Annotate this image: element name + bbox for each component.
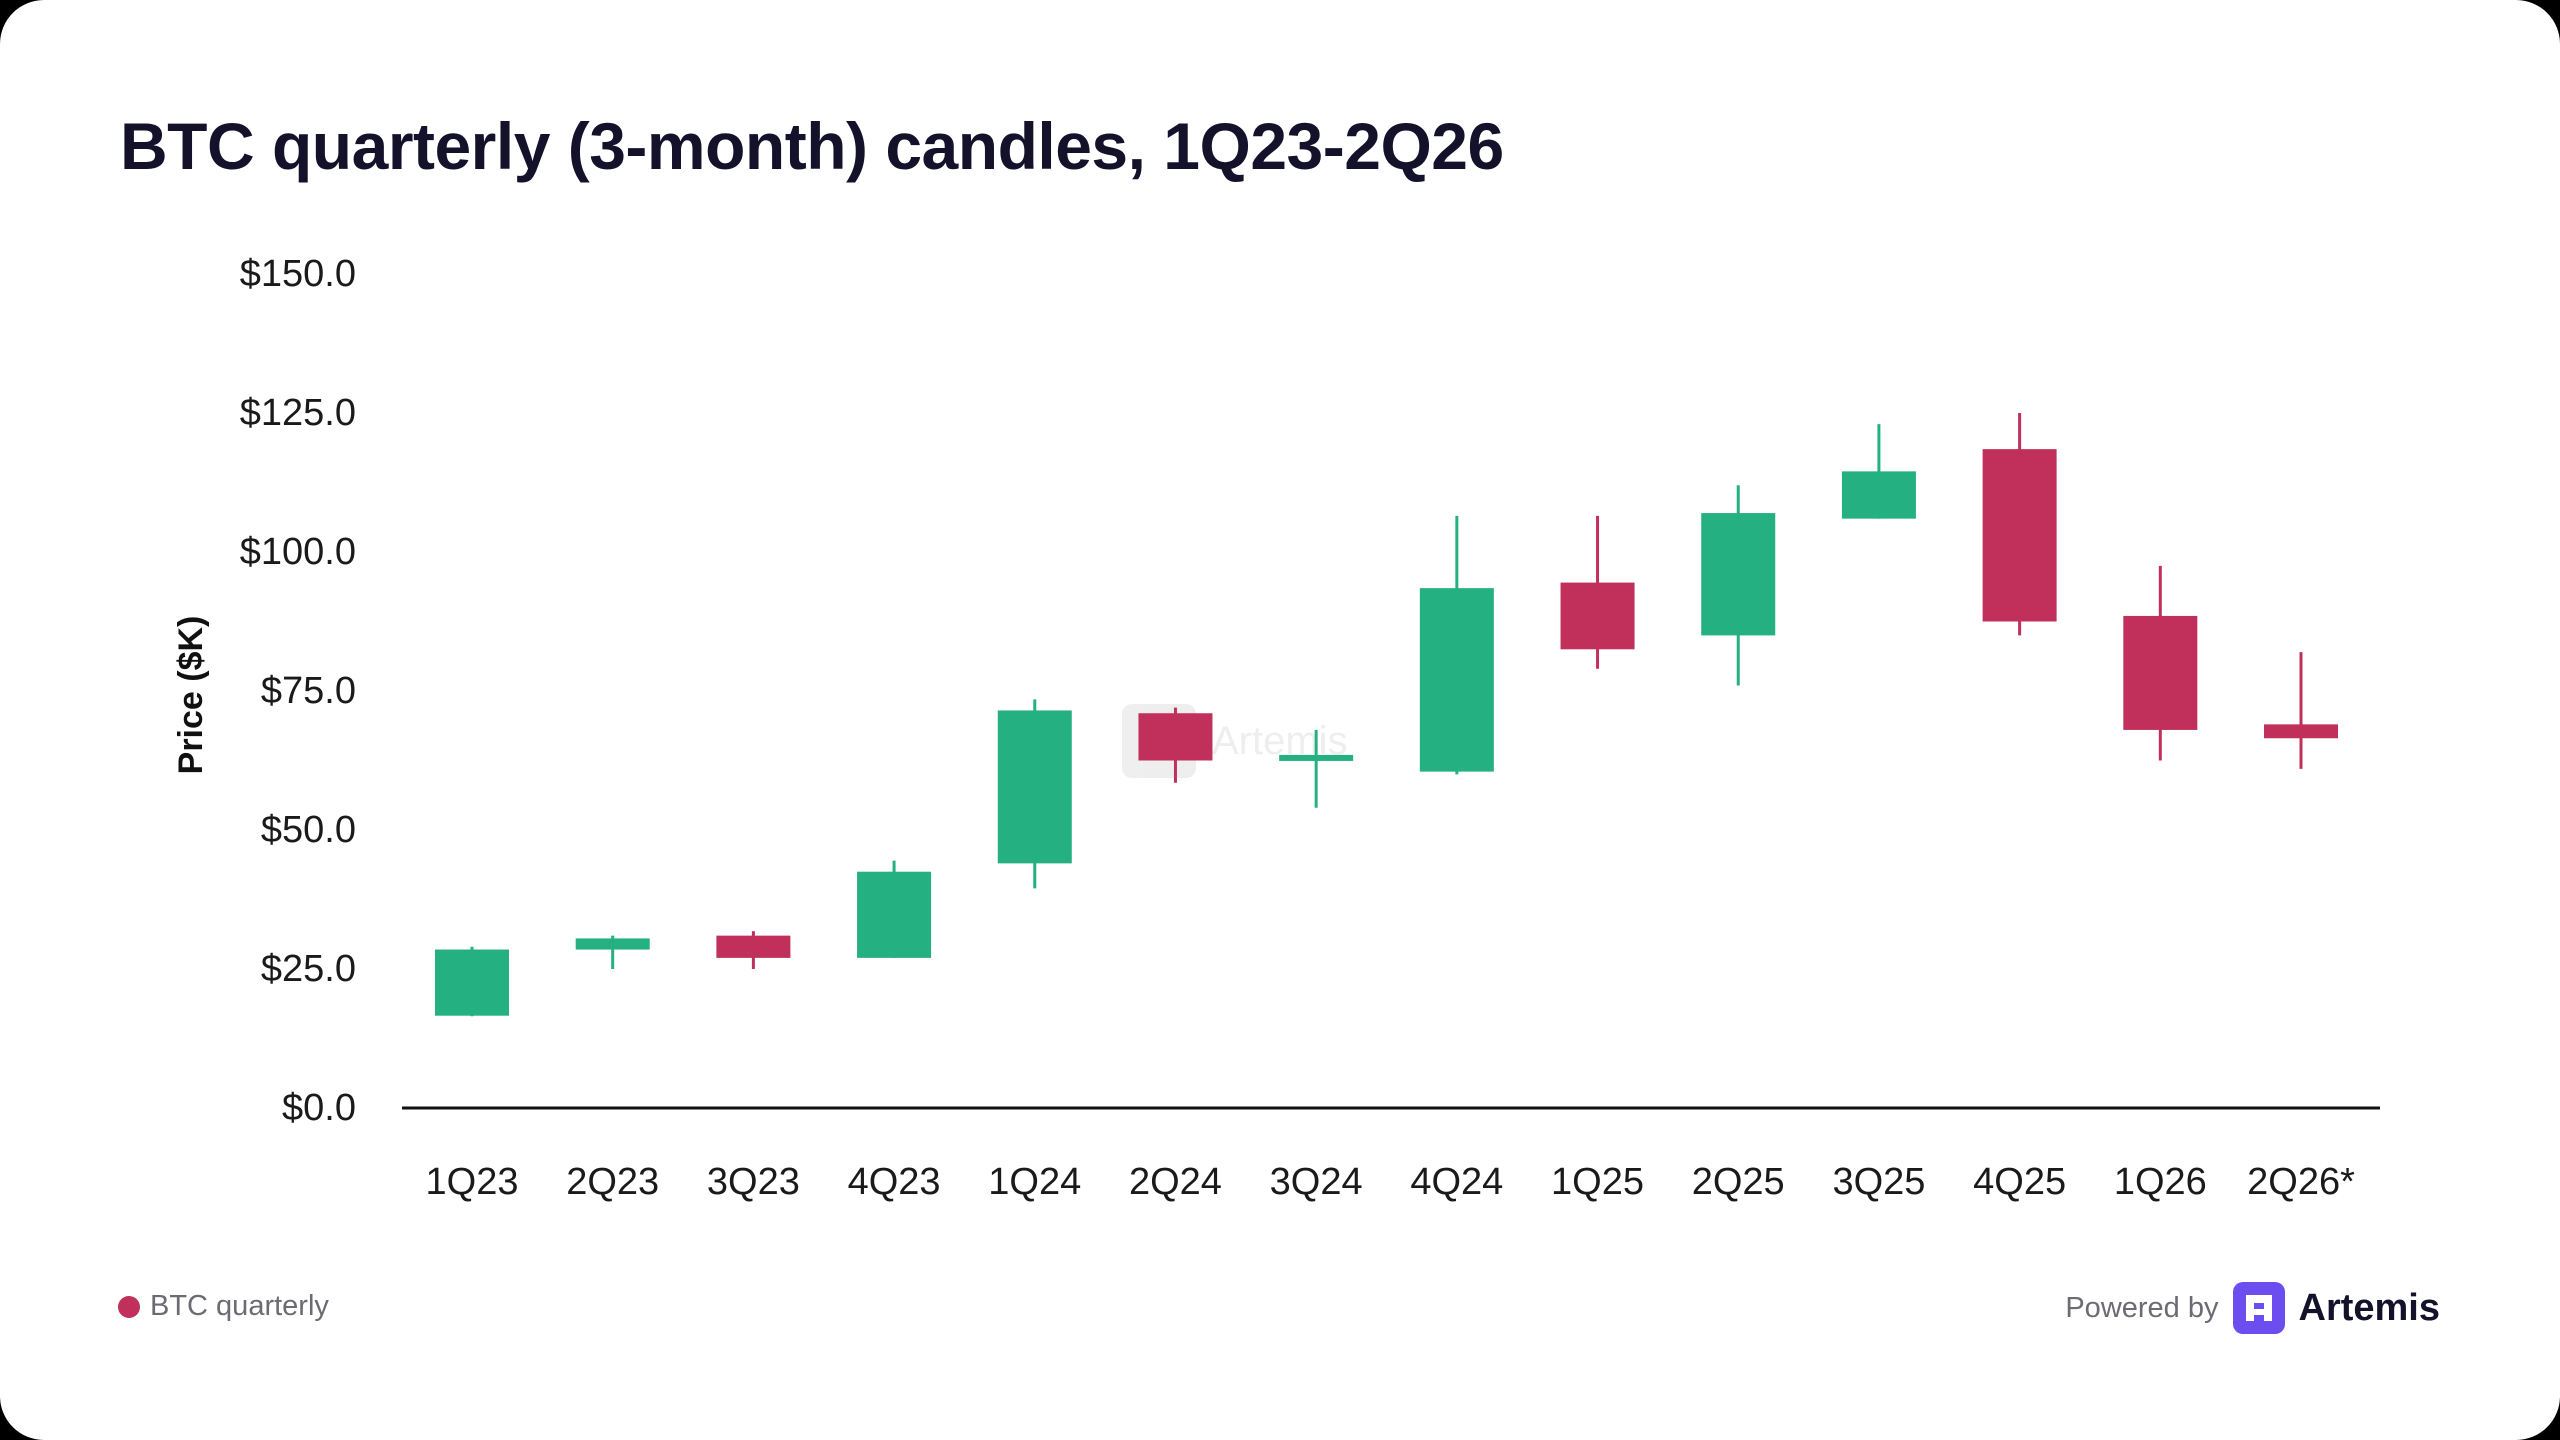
y-tick-label: $75.0: [261, 670, 356, 712]
y-tick-label: $100.0: [240, 531, 356, 573]
x-tick-label: 2Q25: [1692, 1161, 1785, 1203]
powered-by-text: Powered by: [2065, 1291, 2219, 1324]
artemis-logo-icon: [2232, 1282, 2285, 1334]
candle-body: [1982, 449, 2057, 622]
x-tick-label: 1Q26: [2114, 1161, 2207, 1203]
legend[interactable]: BTC quarterly: [118, 1290, 329, 1323]
candle-body: [716, 935, 791, 958]
y-axis-label: Price ($K): [172, 616, 210, 775]
y-tick-label: $125.0: [240, 392, 356, 434]
candle-body: [1560, 582, 1635, 650]
y-tick-label: $25.0: [261, 948, 356, 990]
x-tick-label: 3Q25: [1832, 1161, 1925, 1203]
candle-body: [857, 871, 932, 958]
legend-label: BTC quarterly: [150, 1290, 329, 1322]
x-tick-label: 3Q23: [707, 1161, 800, 1203]
x-tick-label: 2Q24: [1129, 1161, 1222, 1203]
y-tick-label: $150.0: [240, 253, 356, 295]
x-tick-label: 1Q25: [1551, 1161, 1644, 1203]
legend-marker: [118, 1295, 140, 1318]
x-tick-label: 4Q24: [1410, 1161, 1503, 1203]
candle-body: [1841, 471, 1916, 519]
y-tick-label: $50.0: [261, 809, 356, 851]
candle-body: [997, 710, 1072, 864]
candle-body: [1419, 588, 1494, 772]
x-tick-label: 3Q24: [1270, 1161, 1363, 1203]
y-tick-label: $0.0: [282, 1087, 356, 1129]
candle-body: [2123, 615, 2198, 730]
x-tick-label: 1Q24: [988, 1161, 1081, 1203]
candle-body: [435, 949, 509, 1016]
x-tick-label: 1Q23: [426, 1161, 519, 1203]
x-tick-label: 4Q23: [848, 1161, 941, 1203]
chart-title: BTC quarterly (3-month) candles, 1Q23-2Q…: [120, 109, 1504, 183]
x-tick-label: 4Q25: [1973, 1161, 2066, 1203]
x-tick-label: 2Q26*: [2247, 1161, 2355, 1203]
powered-by[interactable]: Powered by Artemis: [2065, 1282, 2440, 1334]
candle-body: [1138, 713, 1213, 761]
x-tick-label: 2Q23: [566, 1161, 659, 1203]
candle-body: [1279, 754, 1354, 761]
candle-body: [2264, 724, 2338, 739]
candle-body: [575, 938, 650, 950]
brand-name: Artemis: [2298, 1286, 2441, 1329]
candle-body: [1701, 513, 1776, 636]
